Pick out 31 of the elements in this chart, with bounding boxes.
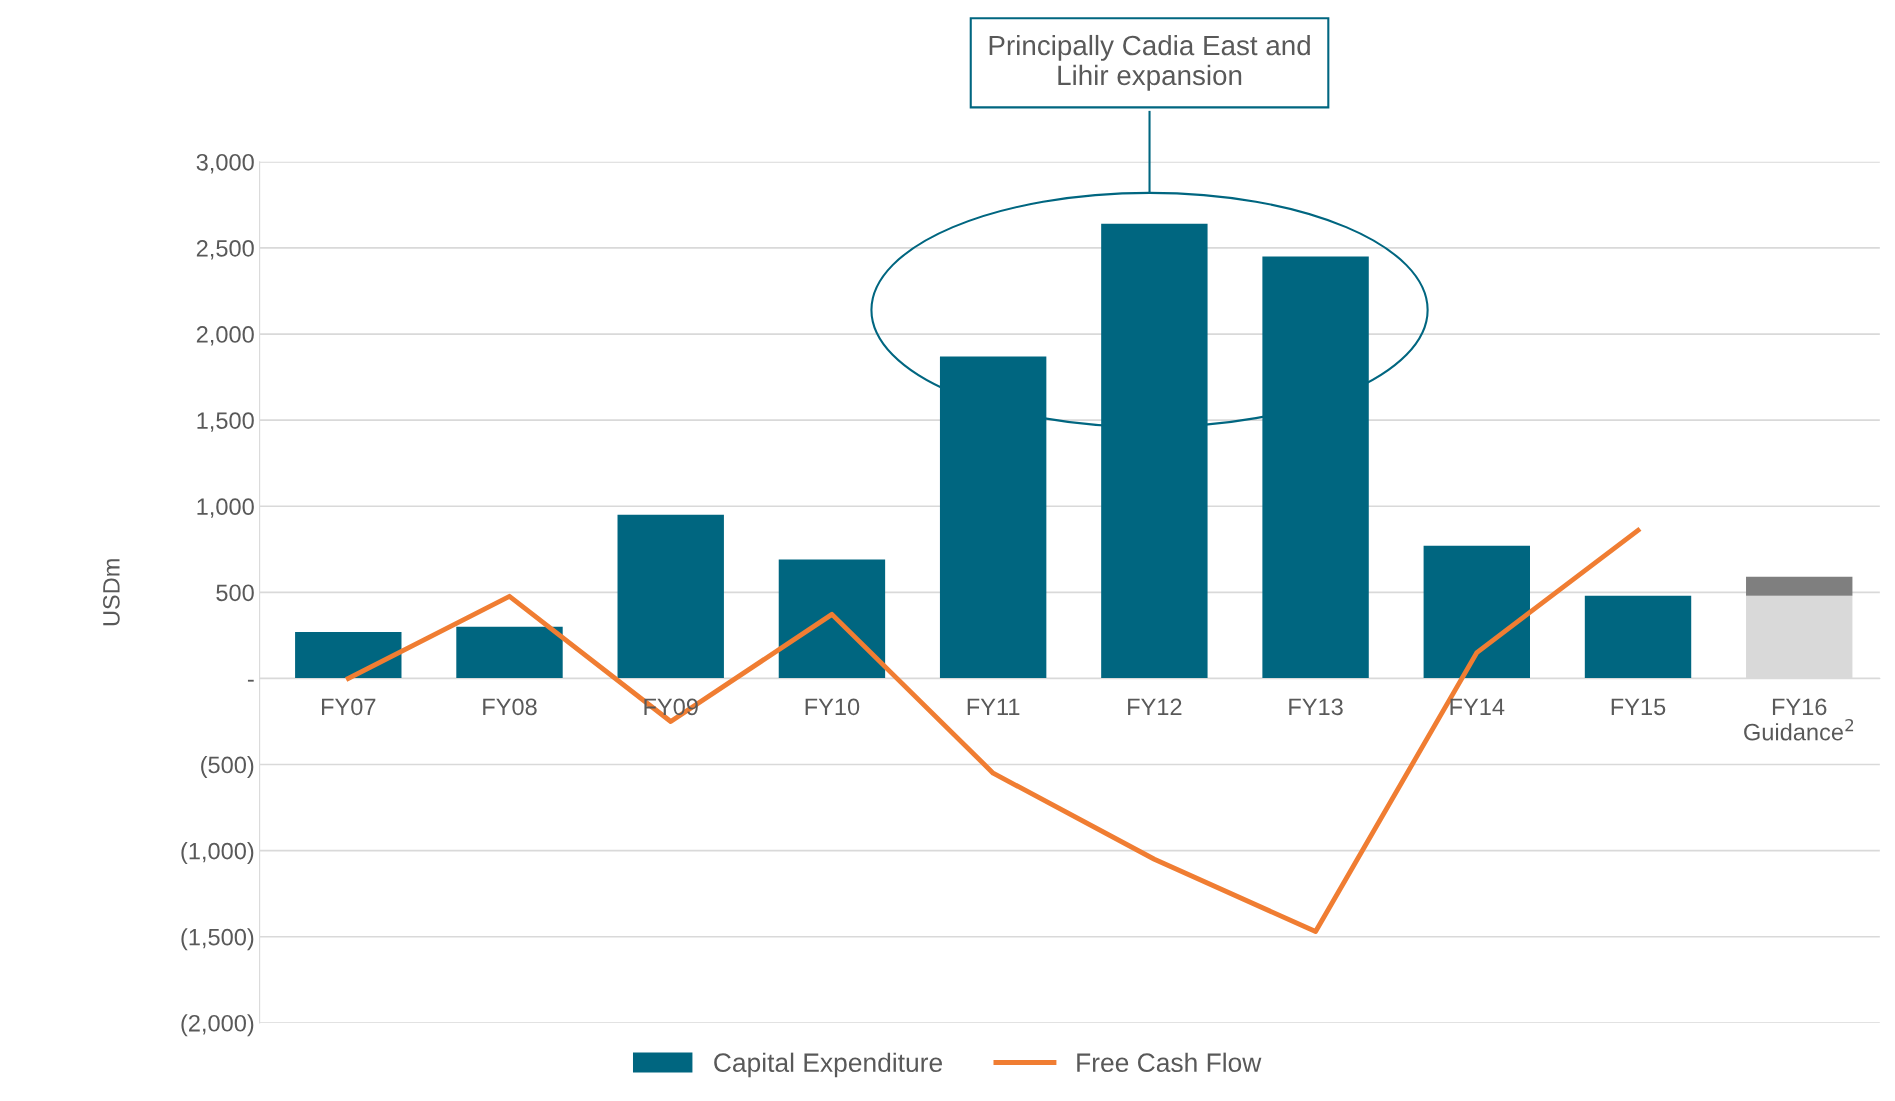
y-tick-label: (500) — [201, 755, 254, 778]
y-tick-label: 1,500 — [197, 412, 254, 432]
y-tick-label: 1,000 — [197, 498, 254, 518]
text: Principally Cadia East and Lihir expansion — [989, 34, 1310, 91]
legend-label: Capital Expenditure — [714, 1052, 942, 1078]
bar — [456, 626, 563, 679]
x-tick-label: FY08 — [483, 698, 537, 716]
bar — [295, 631, 402, 679]
x-tick-label: FY15 — [1611, 698, 1666, 716]
bar — [778, 559, 886, 679]
x-tick-label: FY11 — [967, 698, 1020, 715]
y-tick-label: (1,000) — [181, 842, 254, 865]
bar — [1746, 576, 1853, 596]
y-tick-label: 500 — [216, 584, 254, 602]
y-tick-label: (2,000) — [181, 1014, 254, 1037]
bar — [1423, 545, 1530, 679]
bar — [1584, 595, 1692, 679]
x-tick-label: FY07 — [322, 698, 376, 716]
y-tick-label: 3,000 — [196, 153, 254, 174]
y-axis-title: USDm — [103, 559, 120, 626]
y-tick-label: (1,500) — [181, 928, 254, 951]
legend-label: Free Cash Flow — [1077, 1052, 1262, 1073]
x-tick-label: FY12 — [1128, 698, 1182, 715]
y-tick-label: - — [247, 679, 254, 682]
x-tick-label: FY14 — [1450, 698, 1505, 715]
bar — [617, 514, 724, 679]
x-tick-label: FY13 — [1289, 698, 1343, 716]
x-tick-label: FY16 Guidance$^{2}$ — [1744, 698, 1854, 741]
y-tick-label: 2,000 — [196, 326, 254, 346]
x-tick-label: FY10 — [805, 698, 860, 716]
y-tick-label: 2,500 — [196, 240, 254, 260]
